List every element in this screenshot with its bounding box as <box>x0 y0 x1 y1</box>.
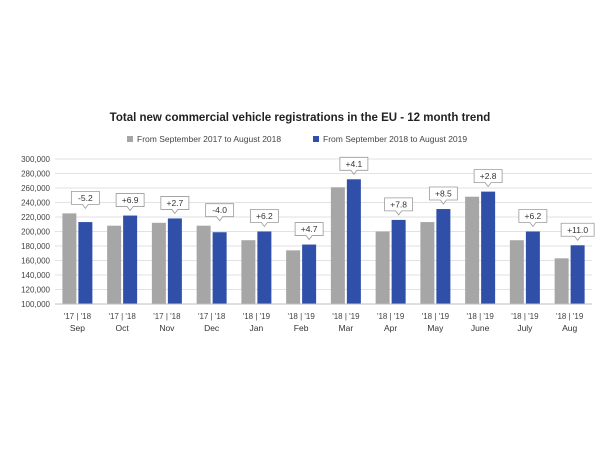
bar-2017-18-jan <box>241 240 256 304</box>
x-year-label: '17 | '18 <box>108 312 136 321</box>
bar-2017-18-nov <box>151 222 166 304</box>
annotation-box <box>294 222 324 241</box>
y-tick-label: 240,000 <box>21 199 50 208</box>
bar-2018-19-mar <box>346 179 361 304</box>
x-category-label: Nov <box>159 323 175 333</box>
bar-2018-19-apr <box>391 219 406 304</box>
annotations: -5.2 +6.9 +2.7 -4.0 +6.2 +4.7 +4.1 +7.8 +8.5 +2.8… <box>70 156 595 241</box>
x-category-label: June <box>471 323 490 333</box>
bar-2017-18-feb <box>286 250 301 304</box>
bar-2017-18-sep <box>62 213 77 304</box>
legend-label-1: From September 2017 to August 2018 <box>137 134 281 144</box>
bar-2018-19-sep <box>78 222 93 304</box>
y-axis: 100,000 120,000 140,000 160,000 180,000 200,0… <box>21 155 50 309</box>
x-category-label: Mar <box>339 323 354 333</box>
x-category-label: Sep <box>70 323 85 333</box>
x-year-label: '17 | '18 <box>198 312 226 321</box>
chart-title: Total new commercial vehicle registratio… <box>110 112 491 124</box>
bar-2017-18-dec <box>196 225 211 304</box>
y-tick-label: 180,000 <box>21 242 50 251</box>
legend-label-2: From September 2018 to August 2019 <box>323 134 467 144</box>
x-category-label: Dec <box>204 323 220 333</box>
y-tick-label: 220,000 <box>21 213 50 222</box>
bar-2018-19-may <box>436 209 451 304</box>
x-category-label: Apr <box>384 323 397 333</box>
annotation-label: +4.1 <box>345 159 362 169</box>
x-year-label: '18 | '19 <box>243 312 271 321</box>
annotation-label: +8.5 <box>435 189 452 199</box>
annotation-box <box>384 197 414 216</box>
annotation-label: -5.2 <box>78 193 93 203</box>
annotation-box <box>70 190 100 210</box>
annotation-label: +7.8 <box>390 199 407 209</box>
bar-2017-18-mar <box>330 187 345 304</box>
x-year-label: '17 | '18 <box>64 312 92 321</box>
annotation-label: +6.2 <box>524 211 541 221</box>
x-category-label: Jan <box>250 323 264 333</box>
annotation-box <box>560 222 595 241</box>
legend-swatch-1 <box>127 136 133 142</box>
x-category-label: Aug <box>562 323 577 333</box>
bar-2018-19-oct <box>123 215 138 304</box>
x-year-label: '18 | '19 <box>511 312 539 321</box>
annotation-label: +4.7 <box>301 224 318 234</box>
x-year-label: '18 | '19 <box>287 312 315 321</box>
bar-2018-19-nov <box>167 218 182 304</box>
x-year-label: '18 | '19 <box>466 312 494 321</box>
x-year-label: '18 | '19 <box>332 312 360 321</box>
annotation-box <box>160 196 190 215</box>
annotation-box <box>518 209 548 228</box>
bar-2018-19-july <box>525 231 540 304</box>
y-tick-label: 260,000 <box>21 184 50 193</box>
y-tick-label: 160,000 <box>21 257 50 266</box>
bar-2018-19-june <box>481 191 496 304</box>
annotation-box <box>205 203 235 222</box>
x-year-label: '17 | '18 <box>153 312 181 321</box>
x-category-label: Oct <box>116 323 130 333</box>
annotation-label: +6.2 <box>256 211 273 221</box>
bar-2017-18-aug <box>554 258 569 304</box>
y-tick-label: 280,000 <box>21 170 50 179</box>
bars <box>62 179 585 304</box>
bar-2017-18-june <box>465 196 480 304</box>
x-axis: '17 | '18 Sep '17 | '18 Oct '17 | '18 Nov '17 … <box>55 303 592 333</box>
annotation-label: +2.7 <box>166 198 183 208</box>
x-year-label: '18 | '19 <box>556 312 584 321</box>
annotation-label: -4.0 <box>212 205 227 215</box>
annotation-box <box>115 193 145 212</box>
x-year-label: '18 | '19 <box>422 312 450 321</box>
bar-2017-18-oct <box>107 225 122 304</box>
y-tick-label: 140,000 <box>21 271 50 280</box>
y-tick-label: 200,000 <box>21 228 50 237</box>
bar-2017-18-july <box>509 240 524 304</box>
bar-2018-19-dec <box>212 232 227 304</box>
bar-2017-18-apr <box>375 231 390 304</box>
annotation-box <box>473 169 503 188</box>
x-category-label: May <box>427 323 444 333</box>
annotation-box <box>339 156 369 175</box>
annotation-box <box>428 186 458 205</box>
x-category-label: July <box>517 323 533 333</box>
x-year-label: '18 | '19 <box>377 312 405 321</box>
legend-swatch-2 <box>313 136 319 142</box>
annotation-label: +6.9 <box>122 195 139 205</box>
bar-2017-18-may <box>420 222 435 304</box>
y-tick-label: 300,000 <box>21 155 50 164</box>
y-tick-label: 120,000 <box>21 286 50 295</box>
annotation-label: +2.8 <box>480 171 497 181</box>
annotation-label: +11.0 <box>567 225 588 235</box>
x-category-label: Feb <box>294 323 309 333</box>
bar-2018-19-feb <box>302 244 317 304</box>
bar-2018-19-aug <box>570 245 585 304</box>
bar-2018-19-jan <box>257 231 272 304</box>
y-tick-label: 100,000 <box>21 300 50 309</box>
annotation-box <box>249 209 279 228</box>
legend: From September 2017 to August 2018 From S… <box>127 134 467 144</box>
